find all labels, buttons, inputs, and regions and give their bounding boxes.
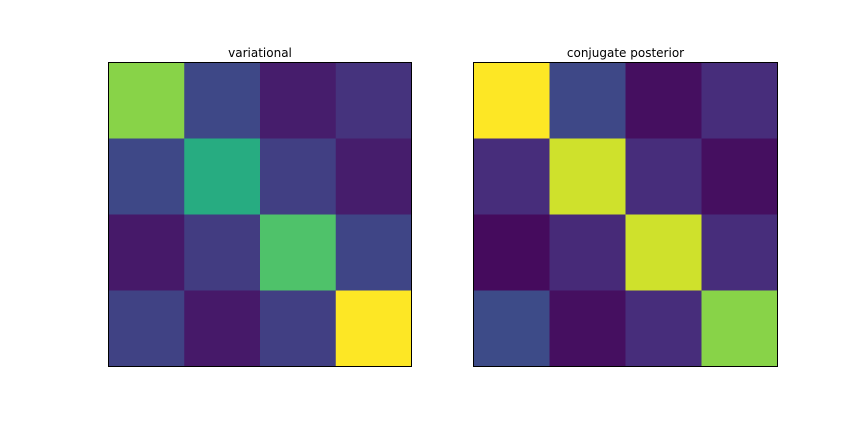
heatmap-cell-conjugate-posterior-r3-c1 [549, 290, 626, 367]
heatmap-cell-variational-r3-c3 [335, 290, 412, 367]
heatmap-cell-variational-r0-c3 [335, 62, 412, 139]
heatmap-cell-conjugate-posterior-r0-c1 [549, 62, 626, 139]
heatmap-cell-variational-r0-c2 [260, 62, 337, 139]
heatmap-cell-variational-r1-c0 [108, 138, 185, 215]
heatmap-cell-variational-r0-c1 [184, 62, 261, 139]
panel-title-conjugate-posterior: conjugate posterior [567, 46, 684, 60]
heatmap-cell-conjugate-posterior-r2-c3 [701, 214, 778, 291]
panel-title-variational: variational [228, 46, 292, 60]
heatmap-cell-conjugate-posterior-r2-c2 [625, 214, 702, 291]
heatmap-panel-variational: variational [108, 46, 412, 367]
heatmap-cell-conjugate-posterior-r3-c2 [625, 290, 702, 367]
heatmap-cell-variational-r2-c0 [108, 214, 185, 291]
heatmap-cell-conjugate-posterior-r3-c0 [473, 290, 550, 367]
heatmap-cell-conjugate-posterior-r1-c0 [473, 138, 550, 215]
heatmap-cell-conjugate-posterior-r0-c3 [701, 62, 778, 139]
heatmap-cell-variational-r3-c2 [260, 290, 337, 367]
heatmap-cell-conjugate-posterior-r3-c3 [701, 290, 778, 367]
heatmap-cell-variational-r2-c2 [260, 214, 337, 291]
heatmap-cell-variational-r2-c1 [184, 214, 261, 291]
heatmap-cell-variational-r2-c3 [335, 214, 412, 291]
heatmap-cell-conjugate-posterior-r0-c0 [473, 62, 550, 139]
heatmap-cell-conjugate-posterior-r1-c3 [701, 138, 778, 215]
heatmap-cells-variational [108, 62, 412, 367]
heatmap-cell-conjugate-posterior-r2-c0 [473, 214, 550, 291]
heatmap-cell-variational-r0-c0 [108, 62, 185, 139]
heatmap-cell-variational-r1-c3 [335, 138, 412, 215]
heatmap-cell-variational-r1-c2 [260, 138, 337, 215]
heatmap-cell-conjugate-posterior-r0-c2 [625, 62, 702, 139]
heatmap-cell-variational-r1-c1 [184, 138, 261, 215]
heatmap-panel-conjugate-posterior: conjugate posterior [473, 46, 778, 367]
heatmap-cells-conjugate-posterior [473, 62, 778, 367]
plot-frame-variational [108, 62, 412, 367]
heatmap-cell-conjugate-posterior-r2-c1 [549, 214, 626, 291]
heatmap-cell-conjugate-posterior-r1-c2 [625, 138, 702, 215]
plot-frame-conjugate-posterior [473, 62, 778, 367]
heatmap-cell-variational-r3-c0 [108, 290, 185, 367]
heatmap-cell-variational-r3-c1 [184, 290, 261, 367]
heatmap-cell-conjugate-posterior-r1-c1 [549, 138, 626, 215]
